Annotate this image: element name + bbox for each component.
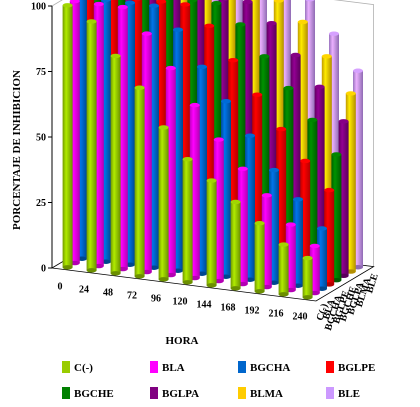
x-tick-label: 48: [103, 288, 113, 299]
y-axis: 0 25 50 75 100: [31, 2, 53, 275]
legend-swatch: [62, 387, 70, 399]
x-tick-label: 192: [245, 306, 260, 317]
bar: [134, 85, 145, 279]
legend-item: BGCHE: [62, 387, 114, 400]
y-axis-title: PORCENTAJE DE INHIBICION: [11, 70, 23, 230]
legend-item: BLMA: [238, 387, 283, 400]
bar: [158, 125, 169, 282]
legend-swatch: [326, 387, 334, 399]
x-tick-label: 168: [221, 303, 236, 314]
y-tick-label: 100: [31, 2, 46, 13]
bar: [278, 242, 289, 297]
legend-item: BGLPA: [150, 387, 199, 400]
legend-item: BGLPE: [326, 361, 375, 374]
legend-item: BGCHA: [238, 361, 290, 374]
x-tick-label: 240: [293, 312, 308, 323]
y-tick-label: 50: [36, 133, 46, 144]
x-tick-label: 144: [197, 300, 212, 311]
legend-swatch: [238, 387, 246, 399]
bar: [269, 167, 279, 285]
legend-label: BLE: [338, 388, 360, 400]
legend-swatch: [150, 387, 158, 399]
legend-swatch: [326, 361, 334, 373]
y-tick-label: 0: [41, 264, 46, 275]
legend-label: BGCHA: [250, 362, 290, 374]
x-tick-label: 0: [58, 282, 63, 293]
bar: [254, 221, 265, 294]
legend-label: BLMA: [250, 388, 283, 400]
depth-tick-label: BLE: [364, 272, 381, 295]
bar: [110, 53, 121, 276]
bar: [302, 255, 313, 300]
legend-swatch: [238, 361, 246, 373]
x-axis: 0 24 48 72 96 120 144 168 192 216 240: [58, 282, 308, 323]
y-tick-label: 75: [36, 67, 46, 78]
bar: [182, 157, 193, 285]
legend-label: BLA: [162, 362, 185, 374]
bar: [86, 19, 97, 273]
legend-swatch: [62, 361, 70, 373]
legend-label: BGLPE: [338, 362, 375, 374]
legend: C(-) BLA BGCHA BGLPE BGCHE BGLPA BLMA BLE: [62, 361, 375, 400]
x-tick-label: 24: [79, 285, 89, 296]
x-tick-label: 216: [269, 309, 284, 320]
legend-label: BGCHE: [74, 388, 114, 400]
legend-item: C(-): [62, 361, 93, 374]
depth-tick-label: C(-): [315, 302, 331, 322]
legend-swatch: [150, 361, 158, 373]
legend-item: BLE: [326, 387, 360, 400]
legend-label: BGLPA: [162, 388, 199, 400]
x-axis-title: HORA: [166, 335, 199, 347]
y-tick-label: 25: [36, 198, 46, 209]
bars: [62, 0, 363, 300]
legend-item: BLA: [150, 361, 185, 374]
bar: [230, 199, 241, 291]
legend-label: C(-): [74, 362, 93, 374]
x-tick-label: 72: [127, 291, 137, 302]
bar: [206, 178, 217, 288]
x-tick-label: 96: [151, 294, 161, 305]
x-tick-label: 120: [173, 297, 188, 308]
bar: [62, 3, 73, 270]
